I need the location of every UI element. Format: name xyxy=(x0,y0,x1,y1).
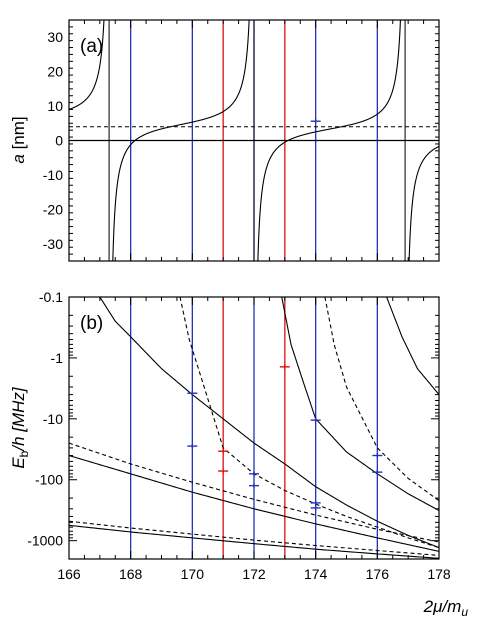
panel-b-x-tick-label: 166 xyxy=(57,566,81,582)
panel-a-y-tick-label: -10 xyxy=(43,167,63,183)
panel-b-markers xyxy=(187,364,383,511)
panel-b-y-tick-label: -1000 xyxy=(27,533,63,549)
panel-b-curve-5 xyxy=(69,454,439,552)
panel-b-curve-0 xyxy=(99,297,439,549)
panel-b-x-tick-label: 176 xyxy=(366,566,390,582)
panel-b-y-tick-label: -0.1 xyxy=(39,289,63,305)
panel-a-ticks xyxy=(68,19,440,262)
panel-a-y-tick-label: 30 xyxy=(47,29,63,45)
panel-b-marker-11 xyxy=(372,469,383,475)
panel-b-curve-6 xyxy=(69,442,439,543)
panel-b-y-axis-title: Eb/h [MHz] xyxy=(9,386,31,469)
panel-a-y-tick-label: 20 xyxy=(47,64,63,80)
panel-a: 30 20 10 0 -10 -20 -30 (a) a [nm] xyxy=(9,19,440,262)
panel-b-curve-3 xyxy=(179,297,439,549)
panel-b-x-tick-label: 170 xyxy=(181,566,205,582)
panel-b-marker-6 xyxy=(279,364,290,370)
panel-b-marker-9 xyxy=(310,505,321,511)
panel-a-reference-lines xyxy=(69,126,439,142)
panel-a-curve-branch-2 xyxy=(257,20,401,261)
panel-a-curve-branch-3 xyxy=(408,145,439,261)
panel-b-curve-8 xyxy=(69,520,439,557)
panel-b-curve-1 xyxy=(281,297,439,512)
panel-b-label: (b) xyxy=(80,313,103,334)
panel-a-curves xyxy=(69,20,439,261)
panel-b-y-tick-labels: -0.1 -1 -10 -100 -1000 xyxy=(27,289,63,549)
panel-b: -0.1 -1 -10 -100 -1000 166 168 170 172 174 176 178… xyxy=(9,289,468,619)
panel-b-marker-3 xyxy=(218,468,229,474)
panel-a-y-tick-label: -30 xyxy=(43,236,63,252)
panel-b-x-tick-label: 178 xyxy=(427,566,451,582)
panel-b-marker-10 xyxy=(372,453,383,459)
panel-b-marker-7 xyxy=(310,417,321,423)
panel-a-y-tick-label: 10 xyxy=(47,98,63,114)
panel-a-y-tick-labels: 30 20 10 0 -10 -20 -30 xyxy=(43,29,63,252)
panel-b-marker-0 xyxy=(187,390,198,396)
panel-a-curve-branch-1 xyxy=(112,20,250,261)
panel-b-x-tick-labels: 166 168 170 172 174 176 178 xyxy=(57,566,451,582)
panel-b-marker-2 xyxy=(218,448,229,454)
panel-b-ticks xyxy=(68,296,440,560)
panel-b-marker-5 xyxy=(249,483,259,489)
panel-a-marker-0 xyxy=(310,118,321,124)
panel-b-curve-2 xyxy=(386,297,439,395)
panel-b-x-tick-label: 172 xyxy=(242,566,266,582)
panel-b-marker-4 xyxy=(249,471,259,477)
panel-a-y-tick-label: 0 xyxy=(55,133,63,149)
panel-a-y-tick-label: -20 xyxy=(43,201,63,217)
panel-a-y-axis-title: a [nm] xyxy=(9,116,28,163)
panel-b-curve-4 xyxy=(324,297,439,502)
panel-a-markers xyxy=(310,118,321,124)
panel-b-marker-1 xyxy=(187,443,198,449)
panel-b-x-axis-title: 2μ/mu xyxy=(423,597,469,619)
panel-b-x-tick-label: 168 xyxy=(119,566,143,582)
panel-a-label: (a) xyxy=(80,36,103,57)
panel-b-y-tick-label: -1 xyxy=(51,350,64,366)
panel-b-vertical-lines xyxy=(130,297,378,559)
panel-b-y-tick-label: -100 xyxy=(35,472,63,488)
panel-b-x-tick-label: 174 xyxy=(304,566,328,582)
panel-b-marker-8 xyxy=(310,500,321,506)
panel-b-y-tick-label: -10 xyxy=(43,411,63,427)
panel-a-curve-branch-0 xyxy=(69,20,105,110)
